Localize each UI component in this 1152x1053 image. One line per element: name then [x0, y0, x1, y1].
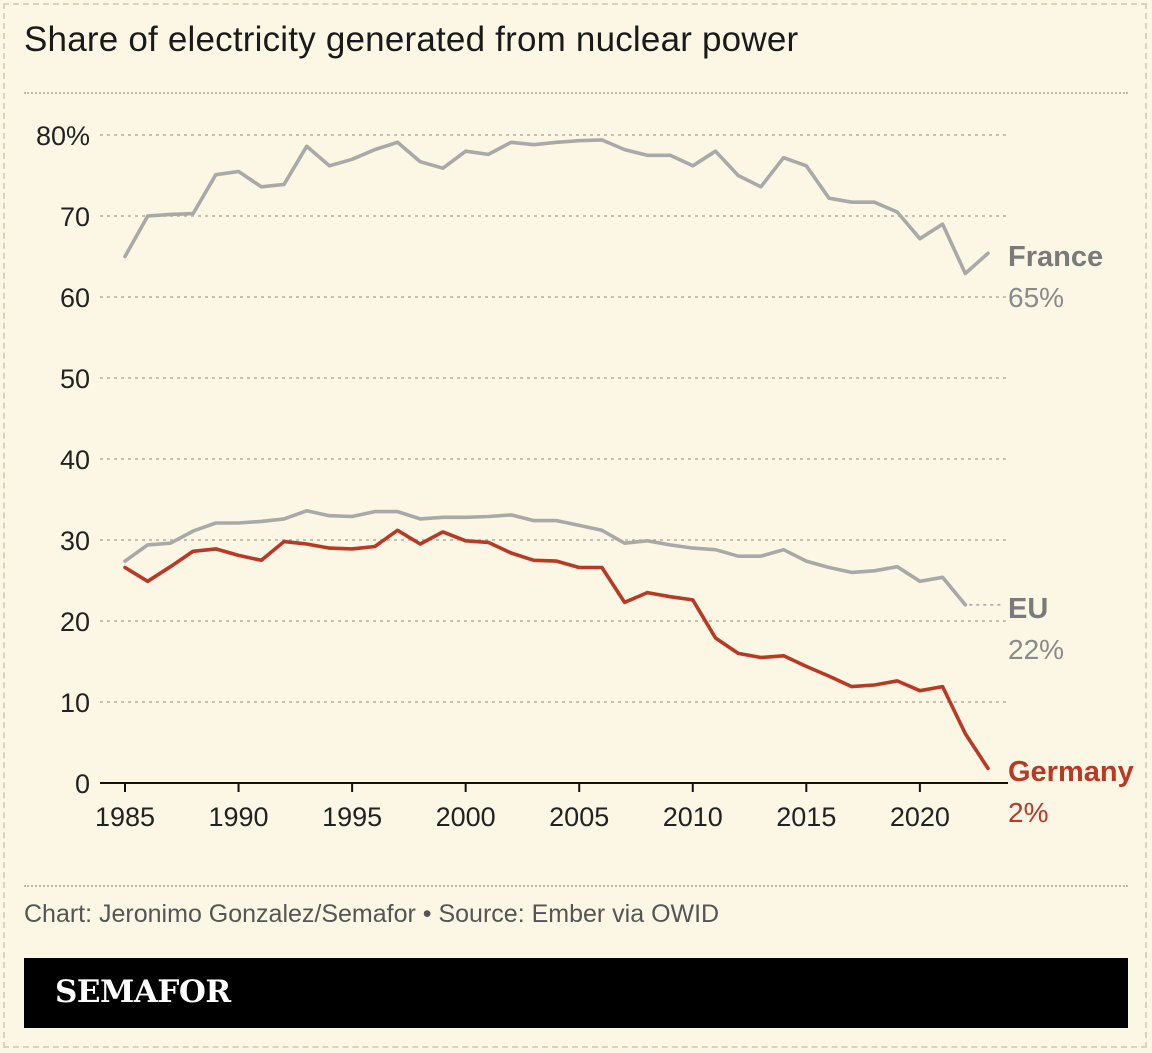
y-tick-label-0: 0	[75, 769, 90, 799]
y-tick-label-50: 50	[60, 364, 90, 394]
y-tick-label-40: 40	[60, 445, 90, 475]
series-value-germany: 2%	[1008, 797, 1048, 828]
series-end-labels: France 65% EU 22% Germany 2%	[1008, 241, 1134, 828]
y-tick-label-30: 30	[60, 526, 90, 556]
y-tick-label-60: 60	[60, 283, 90, 313]
series-line-eu	[123, 508, 968, 607]
y-tick-label-80: 80%	[36, 121, 90, 151]
series-label-france: France	[1008, 241, 1103, 273]
x-tick-label-2000: 2000	[436, 802, 496, 832]
x-tick-label-1990: 1990	[209, 802, 269, 832]
grid-lines	[100, 134, 1008, 784]
y-tick-label-70: 70	[60, 202, 90, 232]
y-axis-ticks: 0 10 20 30 40 50 60 70 80%	[36, 121, 90, 799]
bottom-divider	[24, 885, 1128, 887]
series-value-eu: 22%	[1008, 634, 1064, 665]
series-lines	[123, 138, 1001, 771]
x-tick-label-2015: 2015	[776, 802, 836, 832]
x-tick-label-1995: 1995	[322, 802, 382, 832]
series-line-france	[123, 138, 990, 276]
series-label-eu: EU	[1008, 593, 1048, 625]
x-tick-label-2020: 2020	[890, 802, 950, 832]
series-label-germany: Germany	[1008, 756, 1134, 788]
brand-logo: SEMAFOR	[55, 974, 231, 1010]
chart-title: Share of electricity generated from nucl…	[24, 20, 799, 59]
source-credit: Chart: Jeronimo Gonzalez/Semafor • Sourc…	[24, 900, 720, 928]
x-tick-label-1985: 1985	[95, 802, 155, 832]
x-tick-label-2010: 2010	[663, 802, 723, 832]
brand-bar: SEMAFOR	[24, 958, 1128, 1028]
chart-frame	[3, 3, 1147, 1048]
y-tick-label-20: 20	[60, 607, 90, 637]
series-value-france: 65%	[1008, 282, 1064, 313]
x-tick-label-2005: 2005	[549, 802, 609, 832]
x-axis-ticks: 1985 1990 1995 2000 2005 2010 2015 2020	[95, 783, 950, 832]
y-tick-label-10: 10	[60, 688, 90, 718]
series-line-germany	[123, 528, 990, 771]
top-divider	[24, 92, 1128, 94]
